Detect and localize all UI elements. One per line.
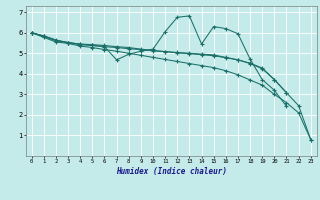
X-axis label: Humidex (Indice chaleur): Humidex (Indice chaleur) [116, 167, 227, 176]
